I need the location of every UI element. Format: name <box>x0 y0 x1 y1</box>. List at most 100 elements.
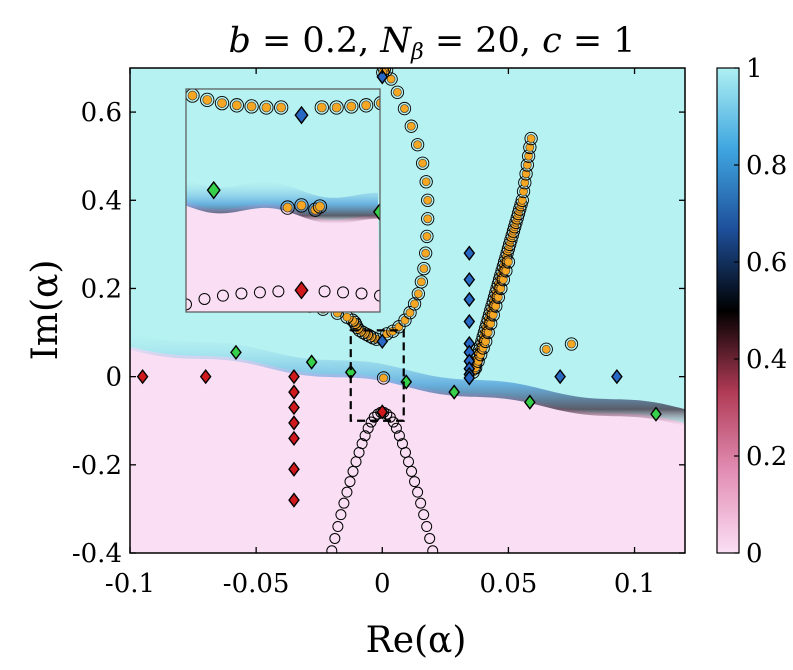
inset-orange-filled-circle-3-0 <box>280 200 295 215</box>
open-circle-27 <box>356 438 368 450</box>
open-circle-20 <box>335 509 347 521</box>
inset-orange-filled-circle-0-6 <box>274 100 289 115</box>
inset-background-lower <box>186 201 380 312</box>
orange-filled-circle-38 <box>397 101 412 116</box>
open-circle-28 <box>359 430 371 442</box>
blue-diamond-3 <box>463 271 476 288</box>
orange-filled-circle-34 <box>419 175 433 189</box>
y-tick-label: -0.2 <box>72 451 122 481</box>
orange-filled-circle-36 <box>410 138 425 152</box>
open-circle-3 <box>418 509 430 521</box>
inset-open-circle-5-7 <box>337 286 350 299</box>
inset-open-circle-5-6 <box>318 285 331 298</box>
open-circle-6 <box>409 476 421 488</box>
orange-filled-circle-37 <box>404 119 418 133</box>
y-tick-label: 0 <box>105 363 122 393</box>
inset-open-circle-5-8 <box>355 287 368 300</box>
open-circle-21 <box>338 497 350 509</box>
y-tick-label: -0.4 <box>72 539 122 569</box>
zoom-region-box <box>349 329 405 422</box>
inset-open-circle-5-0 <box>186 298 192 311</box>
inset-transition-band <box>186 179 378 224</box>
orange-filled-circle-104 <box>524 131 538 146</box>
inset-open-circle-5-2 <box>216 289 229 302</box>
inset-green-diamond-2-1 <box>372 202 380 222</box>
blue-diamond-1 <box>376 333 389 350</box>
orange-filled-circle-103 <box>523 140 537 155</box>
open-circle-5 <box>412 486 424 498</box>
open-circle-10 <box>396 438 408 450</box>
orange-filled-circle-29 <box>417 261 431 276</box>
inset-open-circle-5-1 <box>198 292 211 305</box>
colorbar-gradient <box>716 67 740 554</box>
blue-diamond-2 <box>463 245 476 261</box>
x-tick-label: -0.1 <box>105 569 155 599</box>
open-circle-17 <box>326 545 338 553</box>
inset-open-circle-5-3 <box>235 287 248 300</box>
red-diamond-9 <box>376 404 389 420</box>
inset-orange-filled-circle-0-10 <box>358 98 374 113</box>
red-diamond-6 <box>288 430 300 447</box>
x-tick-label: 0 <box>374 569 391 599</box>
colorbar-tick-label: 1 <box>746 54 763 84</box>
red-diamond-8 <box>288 492 300 508</box>
x-axis-label: Re(α) <box>366 620 467 661</box>
inset-orange-filled-circle-0-7 <box>314 100 329 115</box>
colorbar-tick-label: 0.4 <box>746 345 787 375</box>
red-diamond-3 <box>288 384 300 400</box>
green-diamond-4 <box>448 384 460 400</box>
green-diamond-6 <box>650 406 662 422</box>
green-diamond-0 <box>230 344 242 361</box>
colorbar: 0 0.2 0.4 0.6 0.8 1 <box>716 54 787 569</box>
colorbar-tick-label: 0.6 <box>746 248 787 278</box>
blue-diamond-4 <box>463 291 476 308</box>
orange-filled-circle-39 <box>390 85 405 99</box>
x-tick-label: 0.05 <box>479 569 537 599</box>
inset-orange-filled-circle-0-2 <box>214 95 230 111</box>
orange-filled-circle-118 <box>501 255 516 269</box>
inset-frame <box>185 88 381 313</box>
chart-title: b = 0.2, Nβ = 20, c = 1 <box>228 21 635 65</box>
orange-filled-circle-113 <box>489 299 503 313</box>
orange-filled-circle-26 <box>407 297 422 311</box>
y-axis-label: Im(α) <box>25 260 66 361</box>
inset-open-circle-5-4 <box>253 286 266 299</box>
colorbar-tick-label: 0 <box>746 539 763 569</box>
colorbar-tick-label: 0.2 <box>746 442 787 472</box>
inset-orange-filled-circle-3-3 <box>312 199 328 214</box>
inset-orange-filled-circle-0-11 <box>373 96 380 111</box>
open-circle-29 <box>362 422 374 434</box>
axis-ticks: -0.1 -0.05 0 0.05 0.1 -0.4 -0.2 0 0.2 0.4 0.6 <box>72 68 685 599</box>
open-circle-12 <box>390 422 402 434</box>
x-tick-label: 0.1 <box>614 569 655 599</box>
y-tick-label: 0.2 <box>81 274 122 304</box>
red-diamond-0 <box>136 368 149 385</box>
blue-diamond-5 <box>463 313 476 330</box>
open-circle-4 <box>415 497 427 509</box>
open-circle-23 <box>344 476 356 488</box>
open-circle-24 <box>347 465 359 477</box>
inset-orange-filled-circle-0-3 <box>229 98 244 113</box>
inset-blue-diamond-1-0 <box>294 105 309 125</box>
y-tick-label: 0.4 <box>81 186 122 216</box>
inset-orange-filled-circle-0-1 <box>200 92 215 108</box>
orange-filled-circle-119 <box>539 342 553 356</box>
red-diamond-1 <box>199 368 212 385</box>
open-circle-22 <box>341 486 353 498</box>
orange-filled-circle-30 <box>419 246 433 260</box>
inset-orange-filled-circle-0-4 <box>244 99 259 114</box>
orange-filled-circle-33 <box>421 193 435 207</box>
green-diamond-5 <box>524 394 536 410</box>
inset-orange-filled-circle-0-0 <box>186 89 200 103</box>
open-circle-1 <box>424 532 436 544</box>
inset-orange-filled-circle-0-9 <box>344 99 359 114</box>
open-circle-2 <box>421 521 433 533</box>
blue-diamond-12 <box>554 368 566 385</box>
y-tick-label: 0.6 <box>81 98 122 128</box>
inset-open-circle-5-5 <box>272 285 285 298</box>
inset-orange-filled-circle-0-8 <box>329 100 344 115</box>
blue-diamond-0 <box>376 69 389 85</box>
open-circle-19 <box>332 521 344 533</box>
orange-filled-circle-28 <box>414 275 429 289</box>
open-circle-18 <box>329 532 341 544</box>
